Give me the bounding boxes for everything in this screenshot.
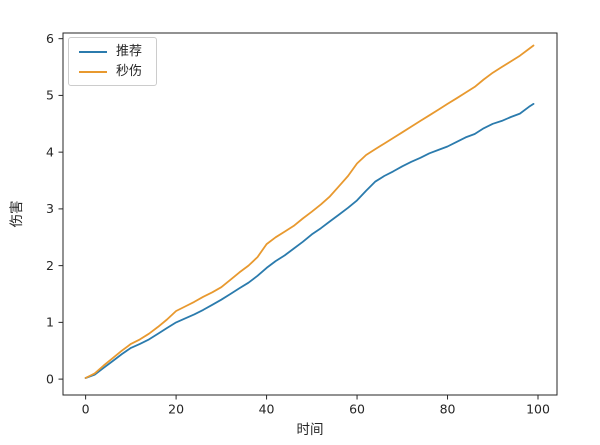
x-tick-label: 80 [440,402,456,417]
series-line-1 [84,44,535,379]
y-tick-label: 4 [46,144,54,159]
x-axis-label: 时间 [297,422,324,438]
y-tick-label: 3 [46,201,54,216]
legend-item-1: 秒伤 [79,65,142,78]
axes-frame [62,32,558,396]
y-tick-label: 1 [46,315,54,330]
y-tick-label: 0 [46,371,54,386]
x-tick-label: 0 [82,402,90,417]
y-tick-label: 6 [46,31,54,46]
y-tick-label: 2 [46,258,54,273]
legend-line-swatch-orange [79,70,107,73]
x-tick-label: 100 [526,402,550,417]
x-tick-label: 60 [349,402,365,417]
y-tick-label: 5 [46,88,54,103]
legend: 推荐 秒伤 [68,37,158,86]
legend-item-0: 推荐 [79,45,142,58]
legend-label: 秒伤 [116,64,143,79]
y-axis-label: 伤害 [9,201,25,228]
x-tick-label: 40 [259,402,275,417]
x-tick-label: 20 [168,402,184,417]
legend-label: 推荐 [116,44,143,59]
legend-line-swatch-blue [79,50,107,53]
series-line-0 [84,103,535,379]
